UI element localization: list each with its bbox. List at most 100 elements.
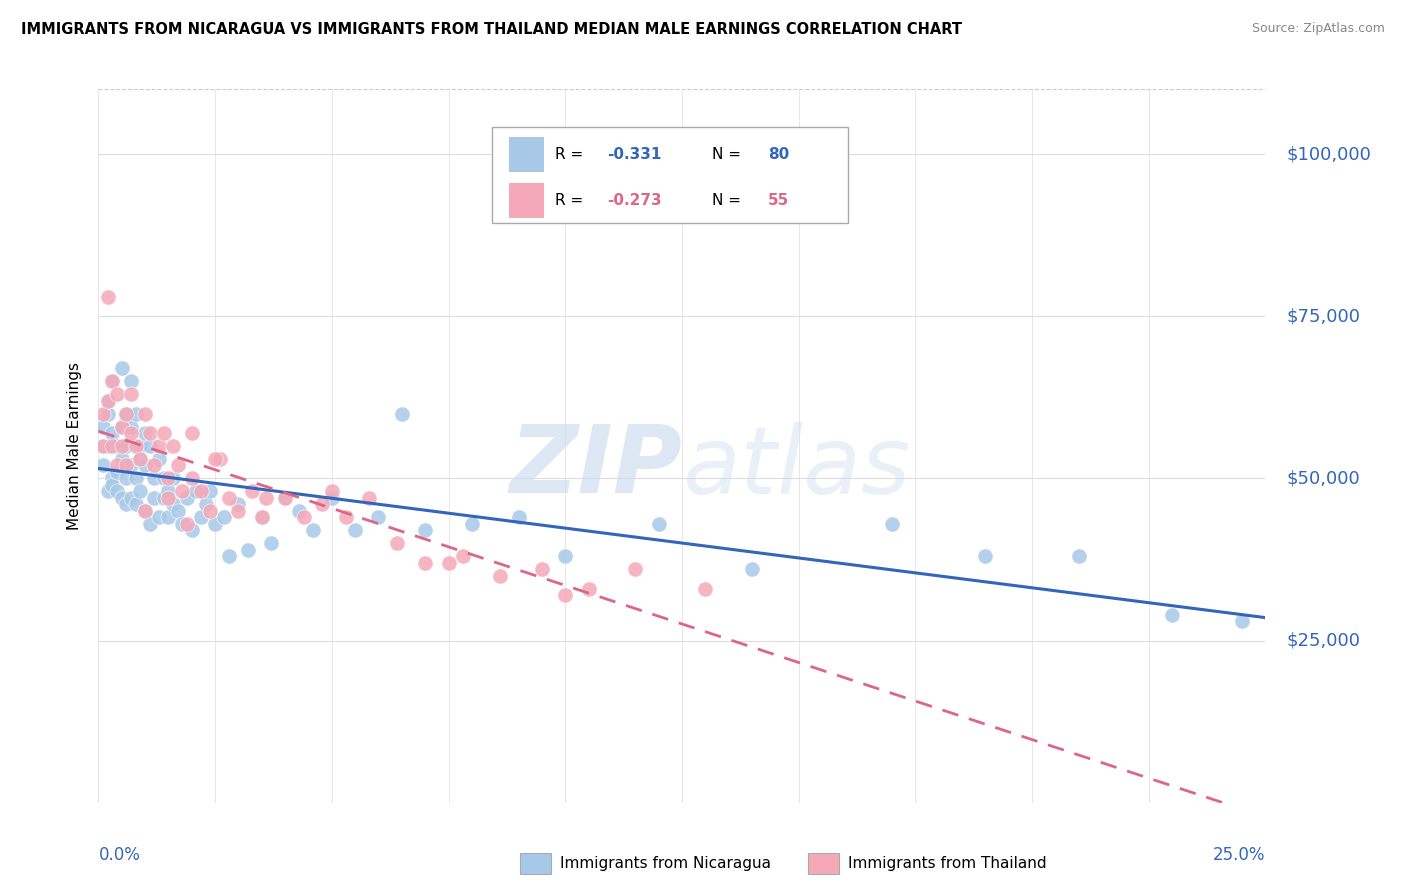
Point xyxy=(200,484,222,499)
Point xyxy=(190,510,212,524)
Point xyxy=(974,549,997,564)
Point xyxy=(180,425,202,440)
Text: $25,000: $25,000 xyxy=(1286,632,1361,649)
Point xyxy=(176,491,198,505)
Point xyxy=(162,439,184,453)
Point xyxy=(157,484,180,499)
Point xyxy=(186,484,208,499)
Point xyxy=(111,452,134,467)
Point xyxy=(437,556,460,570)
Point xyxy=(166,504,188,518)
Point xyxy=(385,536,408,550)
Point xyxy=(180,471,202,485)
Point xyxy=(152,471,174,485)
Point xyxy=(97,393,120,408)
Point xyxy=(1230,614,1253,628)
Text: 0.0%: 0.0% xyxy=(98,846,141,863)
Point xyxy=(489,568,512,582)
Point xyxy=(228,504,250,518)
Point xyxy=(143,458,166,473)
Text: -0.331: -0.331 xyxy=(607,147,662,162)
Text: R =: R = xyxy=(555,194,588,209)
Point xyxy=(97,407,120,421)
Point xyxy=(152,425,174,440)
Point xyxy=(120,458,142,473)
Text: -0.273: -0.273 xyxy=(607,194,662,209)
Point xyxy=(250,510,273,524)
Point xyxy=(111,419,134,434)
Point xyxy=(97,393,120,408)
Point xyxy=(391,407,413,421)
Text: 80: 80 xyxy=(768,147,790,162)
Point xyxy=(91,407,114,421)
Point xyxy=(97,439,120,453)
Point xyxy=(134,407,156,421)
Point xyxy=(111,419,134,434)
Point xyxy=(695,582,717,596)
Point xyxy=(120,419,142,434)
Point xyxy=(139,516,162,531)
Point xyxy=(880,516,903,531)
Point xyxy=(115,471,138,485)
Point xyxy=(105,387,128,401)
Point xyxy=(105,458,128,473)
Point xyxy=(554,588,576,602)
Point xyxy=(143,491,166,505)
Point xyxy=(166,458,188,473)
Text: Source: ZipAtlas.com: Source: ZipAtlas.com xyxy=(1251,22,1385,36)
Point xyxy=(101,425,124,440)
Point xyxy=(91,458,114,473)
Point xyxy=(624,562,647,576)
Point xyxy=(148,439,170,453)
Point xyxy=(143,471,166,485)
Text: N =: N = xyxy=(713,147,747,162)
Point xyxy=(236,542,259,557)
Point xyxy=(125,407,148,421)
Point xyxy=(302,524,325,538)
Point xyxy=(105,439,128,453)
Point xyxy=(172,516,194,531)
Point xyxy=(311,497,333,511)
Point xyxy=(120,387,142,401)
Point xyxy=(461,516,484,531)
Text: N =: N = xyxy=(713,194,747,209)
Point xyxy=(105,465,128,479)
Point xyxy=(208,452,231,467)
Point xyxy=(321,491,343,505)
Point xyxy=(111,361,134,376)
Point xyxy=(508,510,530,524)
Text: 25.0%: 25.0% xyxy=(1213,846,1265,863)
Point xyxy=(172,484,194,499)
Point xyxy=(111,491,134,505)
Point xyxy=(134,458,156,473)
Point xyxy=(1067,549,1090,564)
Text: Immigrants from Thailand: Immigrants from Thailand xyxy=(848,856,1046,871)
Point xyxy=(115,407,138,421)
Point xyxy=(105,484,128,499)
Point xyxy=(162,497,184,511)
Point xyxy=(115,439,138,453)
Point xyxy=(134,504,156,518)
Point xyxy=(288,504,311,518)
Point xyxy=(180,524,202,538)
Point xyxy=(101,374,124,388)
Point xyxy=(321,484,343,499)
Point xyxy=(125,497,148,511)
Point xyxy=(91,419,114,434)
Point xyxy=(194,497,217,511)
Point xyxy=(250,510,273,524)
Point xyxy=(120,425,142,440)
Point xyxy=(157,471,180,485)
Point xyxy=(176,516,198,531)
Point xyxy=(413,556,436,570)
Point xyxy=(101,439,124,453)
Point xyxy=(260,536,283,550)
Point xyxy=(120,374,142,388)
Point xyxy=(190,484,212,499)
Y-axis label: Median Male Earnings: Median Male Earnings xyxy=(67,362,83,530)
Point xyxy=(200,504,222,518)
Point xyxy=(129,452,152,467)
Point xyxy=(218,491,240,505)
Point xyxy=(139,439,162,453)
Point xyxy=(148,452,170,467)
